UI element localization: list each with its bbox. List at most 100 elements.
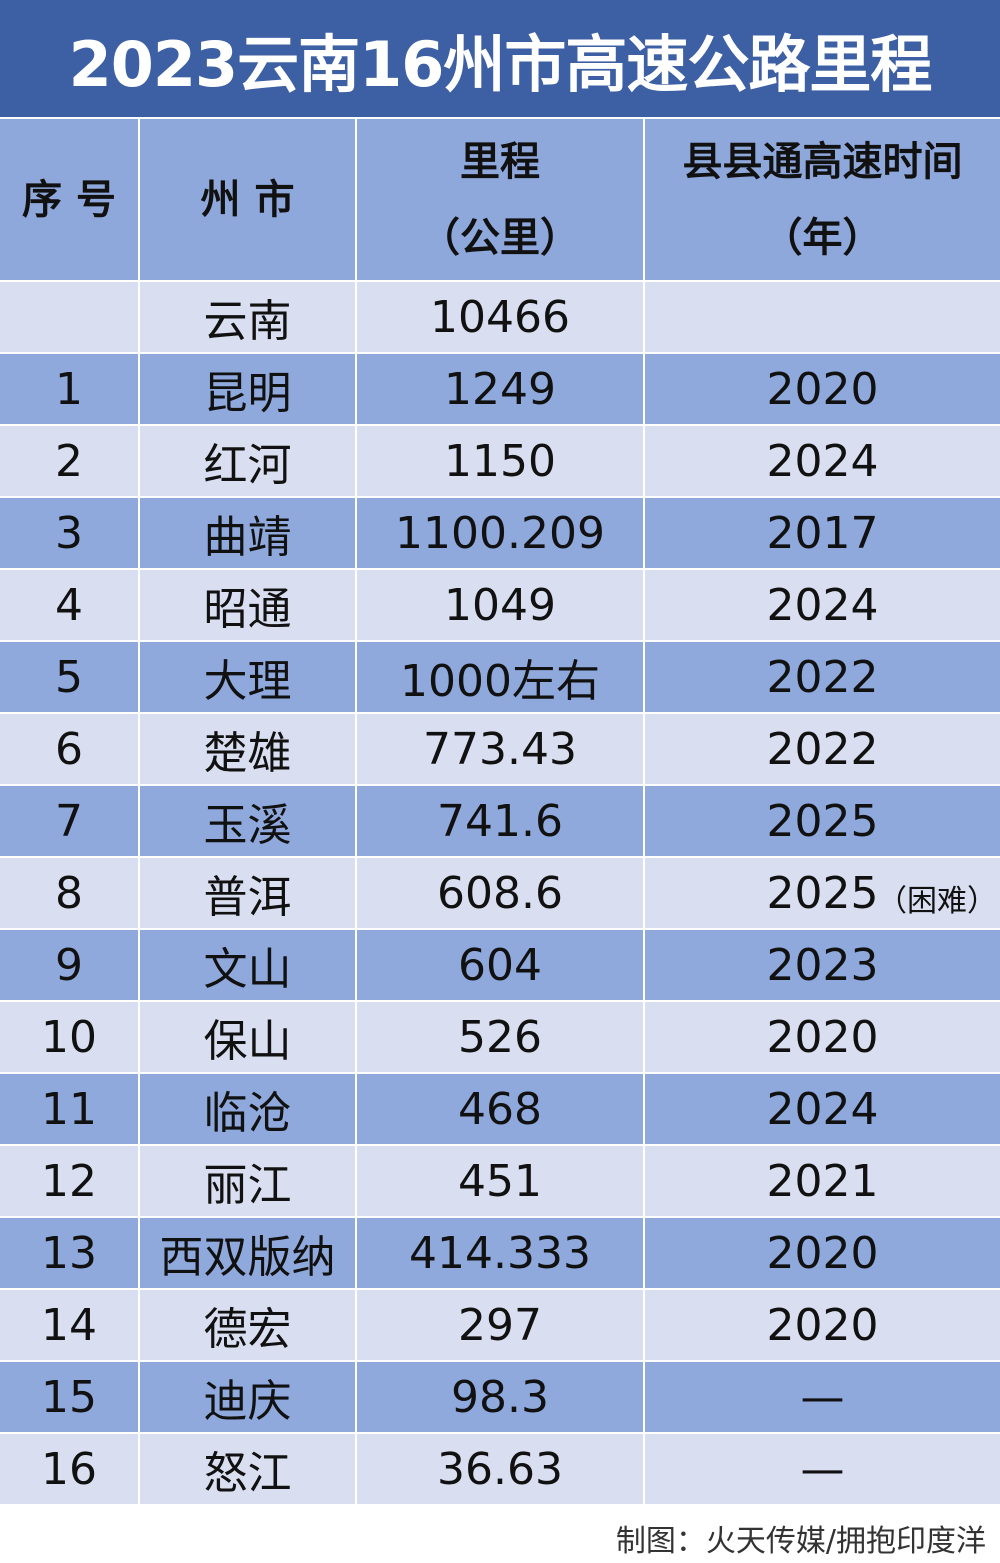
table-row: 4 昭通 1049 2024 — [0, 570, 1000, 642]
table-row: 5 大理 1000左右 2022 — [0, 642, 1000, 714]
cell-index: 1 — [0, 354, 140, 424]
cell-year: 2020 — [645, 1218, 1000, 1288]
cell-index: 7 — [0, 786, 140, 856]
cell-mileage: 608.6 — [357, 858, 645, 928]
cell-city: 怒江 — [140, 1434, 357, 1504]
year-value: 2020 — [766, 363, 879, 415]
cell-year: 2020 — [645, 354, 1000, 424]
header-year-label: 县县通高速时间 — [682, 138, 963, 185]
cell-city: 丽江 — [140, 1146, 357, 1216]
cell-year: 2024 — [645, 570, 1000, 640]
table-row: 7 玉溪 741.6 2025 — [0, 786, 1000, 858]
table-row: 云南 10466 — [0, 282, 1000, 354]
page-title: 2023云南16州市高速公路里程 — [0, 0, 1000, 117]
table-row: 2 红河 1150 2024 — [0, 426, 1000, 498]
mileage-table: 序 号 州 市 里程 （公里） 县县通高速时间 （年） 云南 10466 1 昆明 12… — [0, 119, 1000, 1506]
cell-year: 2025 — [645, 786, 1000, 856]
year-value: 2017 — [766, 507, 879, 559]
cell-year: 2017 — [645, 498, 1000, 568]
cell-city: 昭通 — [140, 570, 357, 640]
cell-city: 德宏 — [140, 1290, 357, 1360]
cell-mileage: 1049 — [357, 570, 645, 640]
header-year: 县县通高速时间 （年） — [645, 119, 1000, 280]
table-row: 6 楚雄 773.43 2022 — [0, 714, 1000, 786]
year-value: 2020 — [766, 1299, 879, 1351]
header-index: 序 号 — [0, 119, 140, 280]
year-value: 2020 — [766, 1227, 879, 1279]
cell-year: 2020 — [645, 1290, 1000, 1360]
cell-mileage: 1100.209 — [357, 498, 645, 568]
cell-city: 云南 — [140, 282, 357, 352]
cell-year: 2022 — [645, 642, 1000, 712]
cell-year: 2024 — [645, 426, 1000, 496]
table-row: 10 保山 526 2020 — [0, 1002, 1000, 1074]
cell-mileage: 468 — [357, 1074, 645, 1144]
cell-year: — — [645, 1362, 1000, 1432]
table-row: 11 临沧 468 2024 — [0, 1074, 1000, 1146]
year-value: 2025 — [766, 867, 879, 919]
cell-index: 8 — [0, 858, 140, 928]
cell-city: 普洱 — [140, 858, 357, 928]
table-row: 12 丽江 451 2021 — [0, 1146, 1000, 1218]
cell-year: 2020 — [645, 1002, 1000, 1072]
cell-year: 2024 — [645, 1074, 1000, 1144]
cell-mileage: 604 — [357, 930, 645, 1000]
header-city: 州 市 — [140, 119, 357, 280]
cell-index: 9 — [0, 930, 140, 1000]
cell-index: 12 — [0, 1146, 140, 1216]
cell-city: 红河 — [140, 426, 357, 496]
cell-index: 10 — [0, 1002, 140, 1072]
table-row: 1 昆明 1249 2020 — [0, 354, 1000, 426]
table-row: 14 德宏 297 2020 — [0, 1290, 1000, 1362]
table-row: 13 西双版纳 414.333 2020 — [0, 1218, 1000, 1290]
cell-year: 2021 — [645, 1146, 1000, 1216]
cell-index: 5 — [0, 642, 140, 712]
cell-index: 3 — [0, 498, 140, 568]
header-mileage-label: 里程 — [460, 138, 540, 185]
header-mileage: 里程 （公里） — [357, 119, 645, 280]
table-row: 16 怒江 36.63 — — [0, 1434, 1000, 1506]
cell-city: 大理 — [140, 642, 357, 712]
cell-city: 迪庆 — [140, 1362, 357, 1432]
year-value: 2025 — [766, 795, 879, 847]
cell-mileage: 414.333 — [357, 1218, 645, 1288]
year-value: 2023 — [766, 939, 879, 991]
table-row: 9 文山 604 2023 — [0, 930, 1000, 1002]
year-value: 2020 — [766, 1011, 879, 1063]
cell-index: 15 — [0, 1362, 140, 1432]
cell-index: 14 — [0, 1290, 140, 1360]
cell-year — [645, 282, 1000, 352]
cell-index: 11 — [0, 1074, 140, 1144]
cell-mileage: 10466 — [357, 282, 645, 352]
cell-index: 6 — [0, 714, 140, 784]
year-note: （困难） — [877, 884, 997, 919]
cell-city: 楚雄 — [140, 714, 357, 784]
cell-mileage: 1000左右 — [357, 642, 645, 712]
cell-mileage: 451 — [357, 1146, 645, 1216]
year-value: 2021 — [766, 1155, 879, 1207]
cell-city: 临沧 — [140, 1074, 357, 1144]
cell-year: — — [645, 1434, 1000, 1504]
year-value: — — [800, 1443, 845, 1495]
year-value: 2024 — [766, 435, 879, 487]
cell-index — [0, 282, 140, 352]
header-mileage-unit: （公里） — [420, 214, 580, 261]
table-header: 序 号 州 市 里程 （公里） 县县通高速时间 （年） — [0, 119, 1000, 282]
cell-mileage: 98.3 — [357, 1362, 645, 1432]
cell-city: 保山 — [140, 1002, 357, 1072]
cell-city: 玉溪 — [140, 786, 357, 856]
header-year-unit: （年） — [762, 214, 883, 261]
table-row: 3 曲靖 1100.209 2017 — [0, 498, 1000, 570]
cell-index: 16 — [0, 1434, 140, 1504]
cell-year: 2025 （困难） — [645, 858, 1000, 928]
cell-mileage: 526 — [357, 1002, 645, 1072]
year-value: 2022 — [766, 723, 879, 775]
cell-mileage: 297 — [357, 1290, 645, 1360]
cell-index: 2 — [0, 426, 140, 496]
cell-city: 昆明 — [140, 354, 357, 424]
cell-mileage: 773.43 — [357, 714, 645, 784]
cell-mileage: 741.6 — [357, 786, 645, 856]
year-value: 2024 — [766, 1083, 879, 1135]
cell-index: 13 — [0, 1218, 140, 1288]
cell-mileage: 1150 — [357, 426, 645, 496]
